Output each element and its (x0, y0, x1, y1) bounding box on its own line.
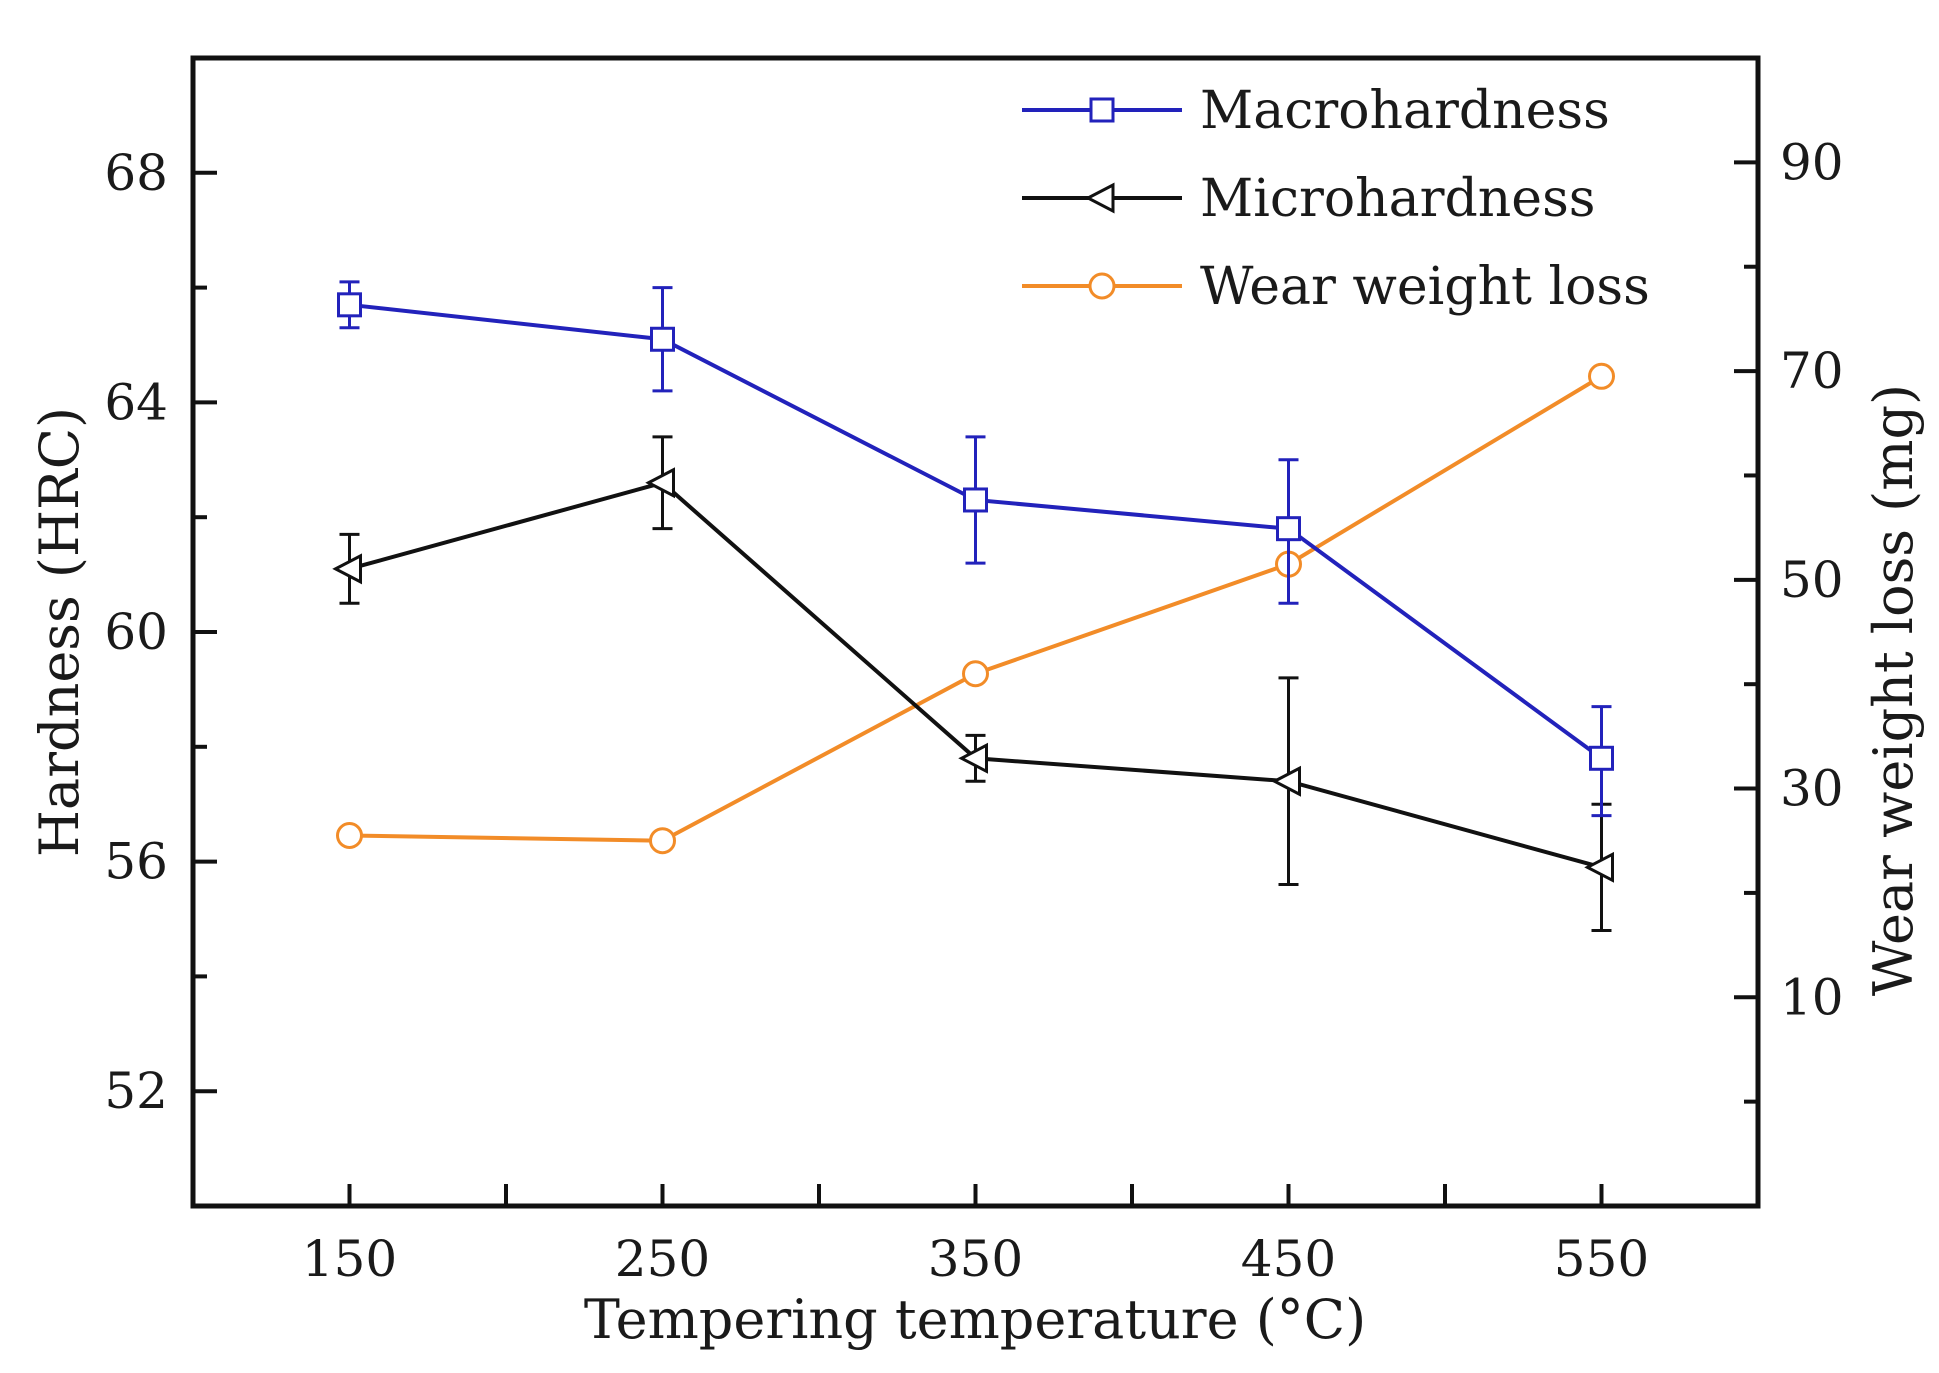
macrohardness-point (1276, 516, 1301, 542)
y-tick-label: 64 (104, 373, 168, 431)
series-microhardness (332, 435, 1614, 932)
legend-marker-wear-weight-loss (1088, 272, 1116, 300)
wear-weight-loss-point (1588, 362, 1615, 390)
legend-label-macrohardness: Macrohardness (1200, 81, 1610, 141)
wear-weight-loss-point (336, 822, 363, 850)
y-tick-label: 68 (104, 144, 168, 202)
plot-frame (190, 55, 1761, 1209)
series-macrohardness (337, 280, 1614, 818)
x-tick-label: 550 (1554, 1230, 1649, 1288)
microhardness-point (1584, 851, 1614, 883)
x-axis-title: Tempering temperature (°C) (584, 1288, 1366, 1351)
y2-tick-label: 70 (1780, 342, 1844, 400)
wear-weight-loss-point (649, 827, 676, 855)
microhardness-point (332, 553, 362, 585)
y2-axis-ticks: 10 30 50 70 90 (1734, 133, 1844, 1104)
legend-marker-microhardness (1084, 182, 1115, 214)
macrohardness-point (963, 487, 988, 513)
x-tick-label: 150 (302, 1230, 397, 1288)
series-layer (332, 280, 1615, 932)
y2-tick-label: 10 (1780, 968, 1844, 1026)
x-tick-label: 350 (928, 1230, 1023, 1288)
x-tick-label: 250 (615, 1230, 710, 1288)
y2-tick-label: 90 (1780, 133, 1844, 191)
y-tick-label: 60 (104, 603, 168, 661)
x-tick-label: 450 (1241, 1230, 1336, 1288)
legend-label-wear-weight-loss: Wear weight loss (1200, 257, 1650, 317)
y-axis-ticks: 52 56 60 64 68 (104, 144, 217, 1120)
legend: Macrohardness Microhardness Wear weight lo… (1022, 81, 1650, 317)
y2-axis-title: Wear weight loss (mg) (1862, 384, 1925, 996)
macrohardness-point (650, 326, 675, 352)
y2-tick-label: 50 (1780, 551, 1844, 609)
legend-label-microhardness: Microhardness (1200, 169, 1595, 229)
wear-weight-loss-point (962, 660, 989, 688)
legend-marker-macrohardness (1089, 97, 1115, 123)
macrohardness-point (1589, 745, 1614, 771)
y-tick-label: 56 (104, 833, 168, 891)
y-axis-title: Hardness (HRC) (28, 407, 91, 857)
microhardness-point (958, 742, 988, 774)
y-tick-label: 52 (104, 1062, 168, 1120)
y2-tick-label: 30 (1780, 760, 1844, 818)
microhardness-point (645, 467, 675, 499)
microhardness-point (1271, 765, 1301, 797)
x-axis-ticks: 150 250 350 450 550 (302, 1184, 1649, 1288)
macrohardness-point (337, 292, 362, 318)
